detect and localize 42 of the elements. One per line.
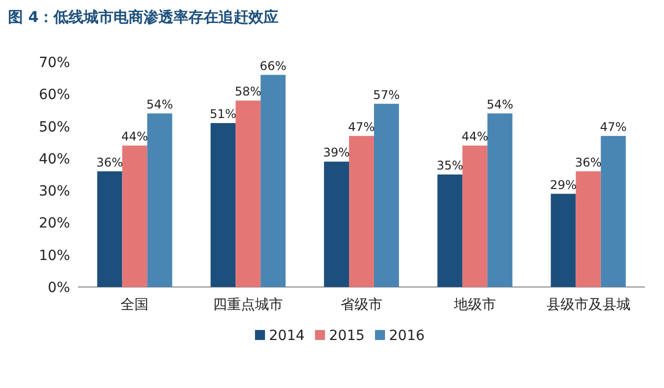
bar xyxy=(324,162,349,287)
chart-title: 图 4：低线城市电商渗透率存在追赶效应 xyxy=(8,8,279,26)
bar xyxy=(437,174,462,287)
y-tick-label: 70% xyxy=(38,55,70,71)
y-tick-label: 0% xyxy=(48,280,70,296)
data-label: 36% xyxy=(574,155,602,170)
y-tick-label: 50% xyxy=(38,119,70,136)
y-tick-label: 30% xyxy=(38,184,70,200)
y-tick-label: 60% xyxy=(38,87,70,104)
legend-label: 2014 xyxy=(269,328,305,344)
data-label: 47% xyxy=(600,120,627,134)
legend-label: 2015 xyxy=(329,328,365,344)
data-label: 54% xyxy=(486,97,514,112)
data-label: 29% xyxy=(550,178,577,192)
y-tick-label: 20% xyxy=(38,216,70,232)
x-tick-label: 四重点城市 xyxy=(213,297,284,313)
bar xyxy=(349,136,374,287)
bar xyxy=(210,123,236,287)
bar xyxy=(550,194,576,287)
x-tick-label: 县级市及县城 xyxy=(546,297,630,313)
bar xyxy=(600,136,626,287)
data-label: 44% xyxy=(121,130,148,144)
y-tick-label: 10% xyxy=(38,248,70,264)
data-label: 57% xyxy=(373,88,400,102)
bar xyxy=(260,74,286,287)
bar xyxy=(122,146,148,287)
x-tick-label: 省级市 xyxy=(340,297,382,313)
data-label: 36% xyxy=(96,155,124,170)
data-label: 54% xyxy=(146,97,174,112)
legend-label: 2016 xyxy=(389,328,425,344)
bar xyxy=(462,146,488,287)
bar xyxy=(487,113,512,287)
x-tick-label: 地级市 xyxy=(452,297,496,313)
data-label: 51% xyxy=(210,107,236,122)
y-tick-label: 40% xyxy=(38,151,70,168)
bar xyxy=(147,113,172,287)
x-tick-label: 全国 xyxy=(120,297,149,313)
bar xyxy=(576,171,601,287)
bar xyxy=(97,171,122,287)
bar xyxy=(236,100,261,287)
data-label: 66% xyxy=(260,58,286,73)
bar xyxy=(374,104,399,287)
